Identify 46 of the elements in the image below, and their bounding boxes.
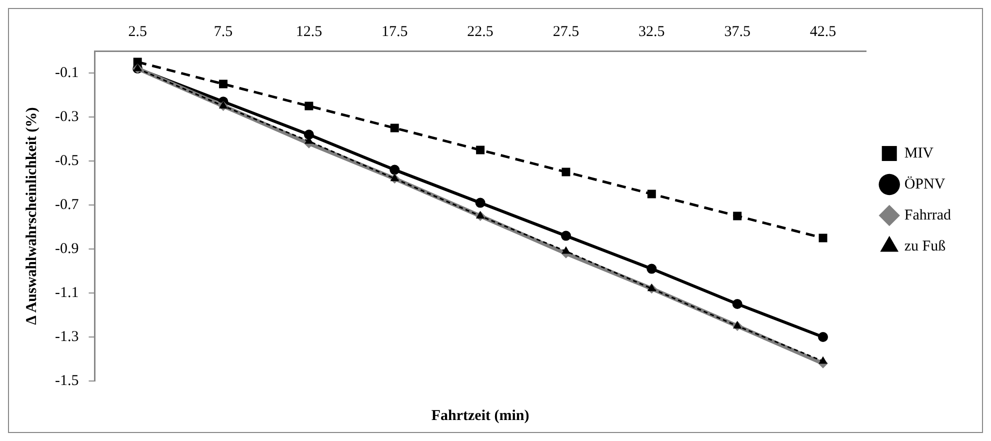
point bbox=[818, 332, 828, 342]
x-tick-label: 27.5 bbox=[552, 24, 580, 40]
x-tick-label: 12.5 bbox=[296, 24, 322, 40]
point bbox=[562, 246, 570, 254]
point bbox=[304, 102, 314, 110]
point bbox=[218, 101, 228, 108]
point bbox=[475, 198, 486, 208]
legend-label: MIV bbox=[904, 145, 934, 162]
point bbox=[133, 64, 142, 72]
point bbox=[647, 190, 656, 198]
point bbox=[818, 234, 828, 242]
point bbox=[646, 264, 657, 274]
x-tick-label: 2.5 bbox=[128, 24, 147, 40]
x-tick-label: 17.5 bbox=[381, 24, 408, 40]
y-axis-title: ∆ Auswahlwahrscheinlichkeit (%) bbox=[24, 107, 40, 325]
y-tick-label: -1.3 bbox=[54, 328, 79, 345]
x-tick-label: 22.5 bbox=[467, 24, 494, 40]
point bbox=[219, 80, 228, 88]
y-tick-label: -0.9 bbox=[54, 240, 79, 257]
point bbox=[733, 212, 742, 220]
y-tick-label: -0.5 bbox=[54, 152, 79, 169]
point bbox=[390, 124, 399, 132]
point bbox=[304, 130, 314, 140]
point bbox=[647, 284, 656, 292]
point bbox=[476, 211, 485, 218]
y-tick-label: -0.3 bbox=[54, 108, 79, 125]
point bbox=[562, 168, 570, 176]
point bbox=[818, 356, 828, 364]
x-tick-label: 7.5 bbox=[214, 24, 233, 40]
point bbox=[390, 164, 400, 175]
y-tick-label: -0.1 bbox=[54, 64, 79, 81]
legend-label: Fahrrad bbox=[904, 207, 952, 224]
y-tick-label: -1.5 bbox=[54, 372, 79, 389]
legend-label: zu Fuß bbox=[904, 238, 946, 254]
point bbox=[390, 174, 399, 182]
point bbox=[476, 146, 485, 154]
x-tick-label: 32.5 bbox=[638, 24, 665, 40]
x-tick-label: 37.5 bbox=[724, 24, 750, 40]
y-tick-label: -0.7 bbox=[54, 196, 80, 213]
legend-label: ÖPNV bbox=[904, 175, 946, 192]
y-tick-label: -1.1 bbox=[54, 284, 79, 301]
point bbox=[732, 299, 742, 309]
point bbox=[733, 321, 742, 328]
x-axis-title: Fahrtzeit (min) bbox=[431, 408, 530, 424]
x-tick-label: 42.5 bbox=[810, 24, 836, 40]
point bbox=[560, 230, 571, 241]
